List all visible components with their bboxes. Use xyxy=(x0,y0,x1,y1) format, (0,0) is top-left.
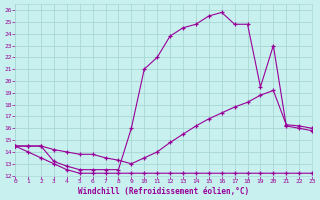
X-axis label: Windchill (Refroidissement éolien,°C): Windchill (Refroidissement éolien,°C) xyxy=(78,187,249,196)
